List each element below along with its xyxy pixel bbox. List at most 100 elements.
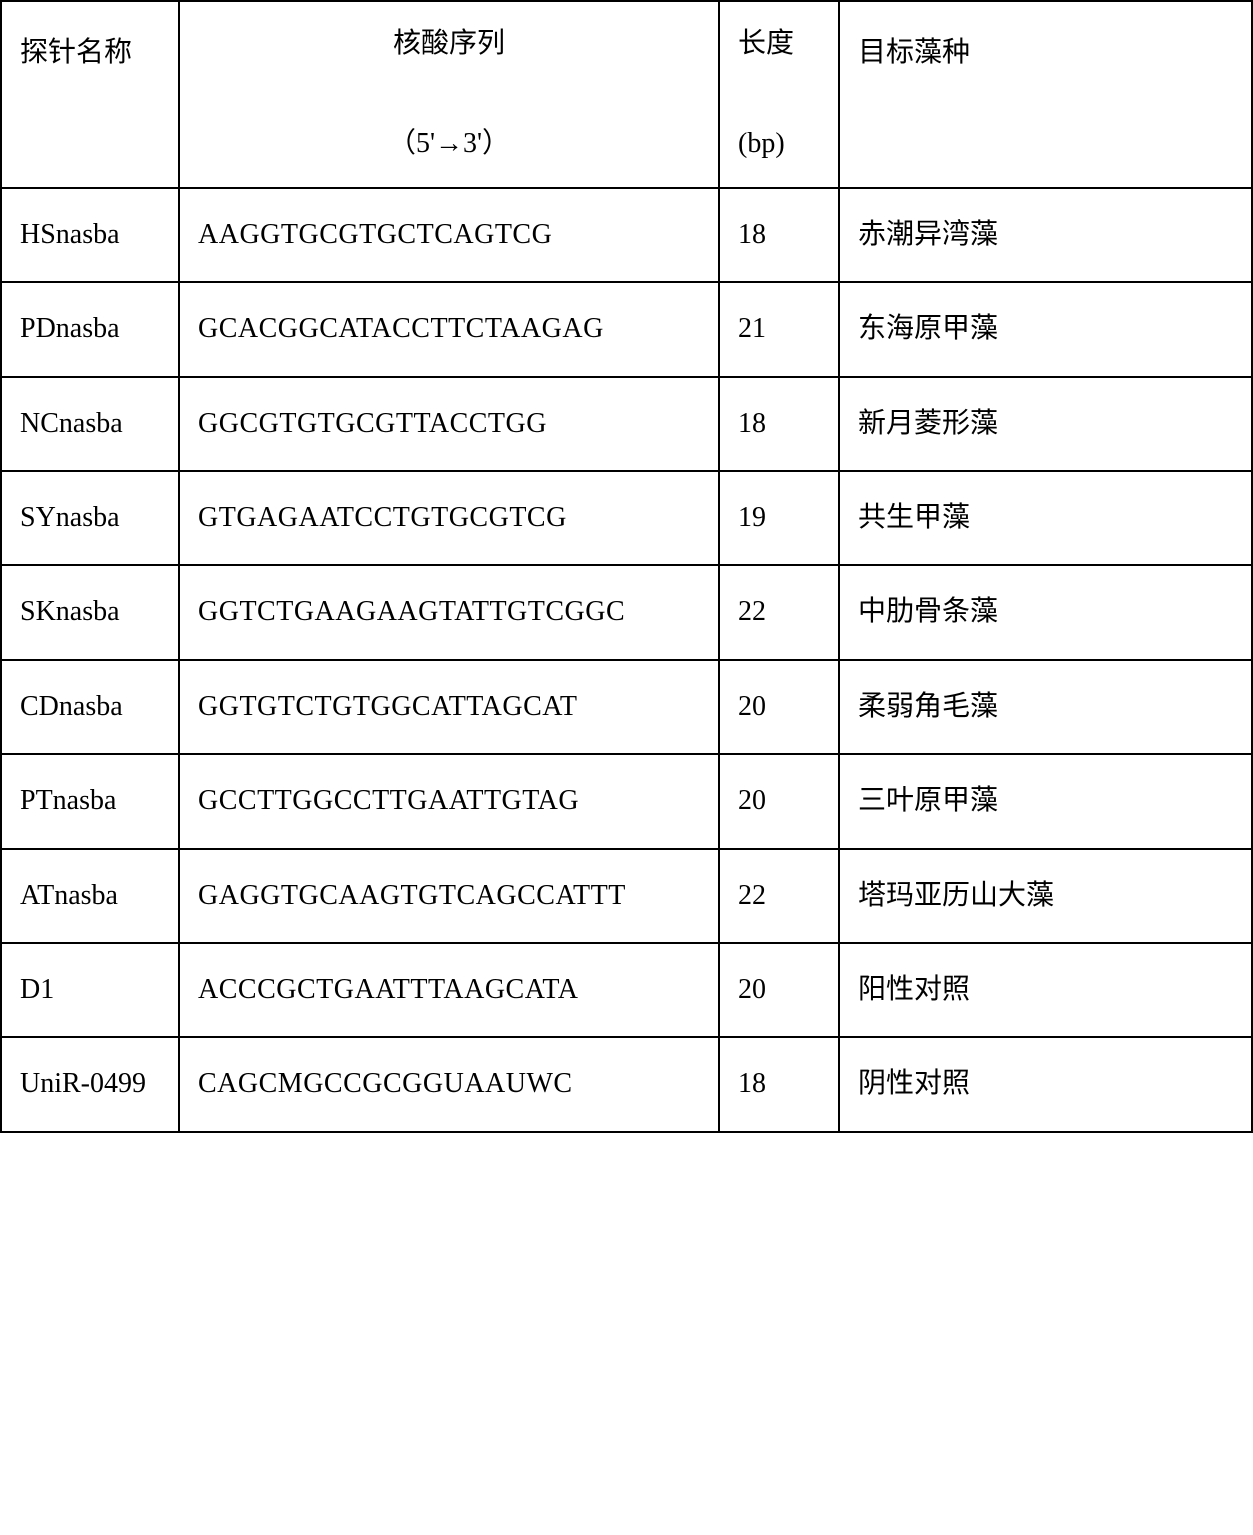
table-row: HSnasbaAAGGTGCGTGCTCAGTCG18赤潮异湾藻 xyxy=(1,188,1252,282)
cell-length: 20 xyxy=(719,660,839,754)
cell-sequence: CAGCMGCCGCGGUAAUWC xyxy=(179,1037,719,1131)
cell-length-text: 18 xyxy=(720,378,838,470)
cell-target: 阴性对照 xyxy=(839,1037,1252,1131)
table-row: SKnasbaGGTCTGAAGAAGTATTGTCGGC22中肋骨条藻 xyxy=(1,565,1252,659)
cell-sequence-text: GCACGGCATACCTTCTAAGAG xyxy=(180,283,718,375)
cell-target: 柔弱角毛藻 xyxy=(839,660,1252,754)
cell-target: 共生甲藻 xyxy=(839,471,1252,565)
cell-length-text: 22 xyxy=(720,566,838,658)
cell-probe-name: SKnasba xyxy=(1,565,179,659)
cell-sequence-text: GGTCTGAAGAAGTATTGTCGGC xyxy=(180,566,718,658)
cell-sequence-text: GTGAGAATCCTGTGCGTCG xyxy=(180,472,718,564)
cell-target-text: 塔玛亚历山大藻 xyxy=(840,850,1251,942)
probe-table: 探针名称 核酸序列 （5'→3'） 长度 (bp) 目标藻种 HSnasbaAA… xyxy=(0,0,1253,1133)
table-row: SYnasbaGTGAGAATCCTGTGCGTCG19共生甲藻 xyxy=(1,471,1252,565)
cell-length: 20 xyxy=(719,754,839,848)
header-target-label: 目标藻种 xyxy=(840,11,1251,95)
header-length: 长度 (bp) xyxy=(719,1,839,188)
cell-sequence: ACCCGCTGAATTTAAGCATA xyxy=(179,943,719,1037)
cell-probe-name: UniR-0499 xyxy=(1,1037,179,1131)
cell-probe-name: PTnasba xyxy=(1,754,179,848)
cell-sequence-text: GAGGTGCAAGTGTCAGCCATTT xyxy=(180,850,718,942)
table-header-row: 探针名称 核酸序列 （5'→3'） 长度 (bp) 目标藻种 xyxy=(1,1,1252,188)
cell-length-text: 20 xyxy=(720,755,838,847)
cell-target: 三叶原甲藻 xyxy=(839,754,1252,848)
cell-probe-name-text: HSnasba xyxy=(2,189,178,281)
cell-target-text: 三叶原甲藻 xyxy=(840,755,1251,847)
cell-length: 22 xyxy=(719,849,839,943)
cell-target: 中肋骨条藻 xyxy=(839,565,1252,659)
cell-target: 赤潮异湾藻 xyxy=(839,188,1252,282)
cell-sequence: GGTCTGAAGAAGTATTGTCGGC xyxy=(179,565,719,659)
cell-probe-name: NCnasba xyxy=(1,377,179,471)
cell-length: 20 xyxy=(719,943,839,1037)
cell-length-text: 19 xyxy=(720,472,838,564)
header-target: 目标藻种 xyxy=(839,1,1252,188)
cell-sequence: GGCGTGTGCGTTACCTGG xyxy=(179,377,719,471)
cell-probe-name: CDnasba xyxy=(1,660,179,754)
cell-probe-name: SYnasba xyxy=(1,471,179,565)
header-length-sub: (bp) xyxy=(720,86,838,186)
cell-target: 塔玛亚历山大藻 xyxy=(839,849,1252,943)
cell-target-text: 赤潮异湾藻 xyxy=(840,189,1251,281)
cell-target-text: 东海原甲藻 xyxy=(840,283,1251,375)
cell-probe-name-text: NCnasba xyxy=(2,378,178,470)
header-sequence-label: 核酸序列 xyxy=(180,2,718,86)
header-probe-name-label: 探针名称 xyxy=(2,11,178,95)
cell-length: 18 xyxy=(719,188,839,282)
cell-length-text: 22 xyxy=(720,850,838,942)
cell-probe-name: PDnasba xyxy=(1,282,179,376)
cell-target-text: 阳性对照 xyxy=(840,944,1251,1036)
table-row: UniR-0499CAGCMGCCGCGGUAAUWC18阴性对照 xyxy=(1,1037,1252,1131)
cell-length-text: 20 xyxy=(720,944,838,1036)
table-row: D1ACCCGCTGAATTTAAGCATA20阳性对照 xyxy=(1,943,1252,1037)
header-sequence: 核酸序列 （5'→3'） xyxy=(179,1,719,188)
table-row: NCnasbaGGCGTGTGCGTTACCTGG18新月菱形藻 xyxy=(1,377,1252,471)
cell-target-text: 共生甲藻 xyxy=(840,472,1251,564)
cell-sequence: GAGGTGCAAGTGTCAGCCATTT xyxy=(179,849,719,943)
cell-target: 阳性对照 xyxy=(839,943,1252,1037)
cell-target-text: 新月菱形藻 xyxy=(840,378,1251,470)
header-sequence-sub: （5'→3'） xyxy=(180,86,718,186)
cell-sequence: GCACGGCATACCTTCTAAGAG xyxy=(179,282,719,376)
cell-probe-name: ATnasba xyxy=(1,849,179,943)
cell-probe-name-text: SYnasba xyxy=(2,472,178,564)
cell-probe-name: D1 xyxy=(1,943,179,1037)
cell-probe-name-text: UniR-0499 xyxy=(2,1038,178,1130)
cell-probe-name-text: D1 xyxy=(2,944,178,1036)
cell-sequence-text: GGCGTGTGCGTTACCTGG xyxy=(180,378,718,470)
cell-length: 19 xyxy=(719,471,839,565)
cell-sequence-text: ACCCGCTGAATTTAAGCATA xyxy=(180,944,718,1036)
cell-length-text: 21 xyxy=(720,283,838,375)
cell-probe-name-text: CDnasba xyxy=(2,661,178,753)
cell-target-text: 中肋骨条藻 xyxy=(840,566,1251,658)
cell-sequence-text: AAGGTGCGTGCTCAGTCG xyxy=(180,189,718,281)
cell-sequence: GCCTTGGCCTTGAATTGTAG xyxy=(179,754,719,848)
cell-sequence: AAGGTGCGTGCTCAGTCG xyxy=(179,188,719,282)
cell-length: 22 xyxy=(719,565,839,659)
cell-target: 东海原甲藻 xyxy=(839,282,1252,376)
cell-sequence-text: CAGCMGCCGCGGUAAUWC xyxy=(180,1038,718,1130)
cell-length: 18 xyxy=(719,377,839,471)
cell-sequence-text: GCCTTGGCCTTGAATTGTAG xyxy=(180,755,718,847)
cell-length-text: 20 xyxy=(720,661,838,753)
table-row: CDnasbaGGTGTCTGTGGCATTAGCAT20柔弱角毛藻 xyxy=(1,660,1252,754)
cell-length-text: 18 xyxy=(720,189,838,281)
cell-probe-name-text: PDnasba xyxy=(2,283,178,375)
header-probe-name: 探针名称 xyxy=(1,1,179,188)
cell-target-text: 阴性对照 xyxy=(840,1038,1251,1130)
cell-target-text: 柔弱角毛藻 xyxy=(840,661,1251,753)
table-row: PDnasbaGCACGGCATACCTTCTAAGAG21东海原甲藻 xyxy=(1,282,1252,376)
cell-length: 21 xyxy=(719,282,839,376)
cell-probe-name-text: PTnasba xyxy=(2,755,178,847)
cell-probe-name-text: ATnasba xyxy=(2,850,178,942)
header-length-label: 长度 xyxy=(720,2,838,86)
cell-target: 新月菱形藻 xyxy=(839,377,1252,471)
cell-length-text: 18 xyxy=(720,1038,838,1130)
table-body: HSnasbaAAGGTGCGTGCTCAGTCG18赤潮异湾藻PDnasbaG… xyxy=(1,188,1252,1132)
cell-length: 18 xyxy=(719,1037,839,1131)
table-row: PTnasbaGCCTTGGCCTTGAATTGTAG20三叶原甲藻 xyxy=(1,754,1252,848)
cell-probe-name-text: SKnasba xyxy=(2,566,178,658)
cell-sequence: GTGAGAATCCTGTGCGTCG xyxy=(179,471,719,565)
cell-sequence-text: GGTGTCTGTGGCATTAGCAT xyxy=(180,661,718,753)
